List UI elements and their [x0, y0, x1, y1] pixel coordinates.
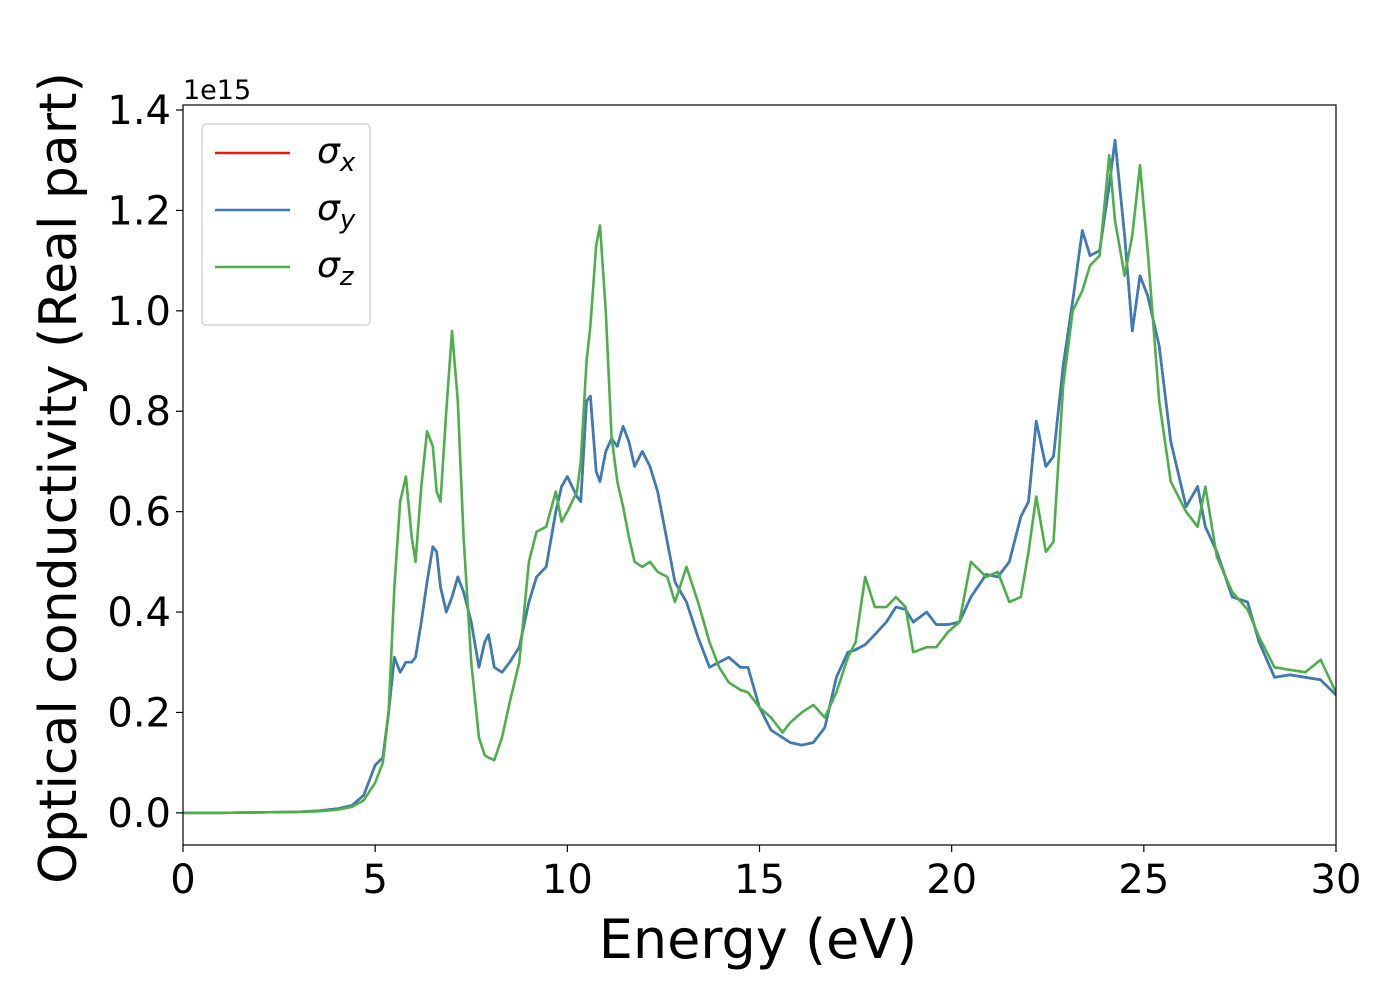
x-tick-label: 30	[1311, 857, 1362, 903]
x-tick-label: 25	[1118, 857, 1169, 903]
x-tick-label: 20	[926, 857, 977, 903]
plot-frame	[182, 104, 1337, 846]
x-tick-label: 10	[542, 857, 593, 903]
y-axis-label: Optical conductivity (Real part)	[29, 72, 89, 884]
legend-label: σy	[317, 188, 356, 235]
y-offset-label: 1e15	[183, 75, 251, 106]
legend-box	[201, 123, 371, 326]
x-axis-label: Energy (eV)	[599, 908, 918, 971]
y-tick-label: 1.2	[107, 188, 171, 234]
legend-label: σx	[317, 131, 356, 178]
y-tick-label: 0.0	[107, 791, 171, 837]
y-tick-label: 1.4	[107, 88, 171, 134]
legend-label: σz	[317, 245, 355, 292]
y-tick-label: 0.4	[107, 590, 171, 636]
x-tick-label: 0	[170, 857, 195, 903]
series-line	[183, 153, 1336, 815]
y-tick-label: 1.0	[107, 289, 171, 335]
series-line	[183, 138, 1336, 815]
y-tick-label: 0.2	[107, 690, 171, 736]
x-tick-label: 5	[362, 857, 387, 903]
x-tick-label: 15	[734, 857, 785, 903]
y-tick-label: 0.8	[107, 389, 171, 435]
y-tick-label: 0.6	[107, 490, 171, 536]
